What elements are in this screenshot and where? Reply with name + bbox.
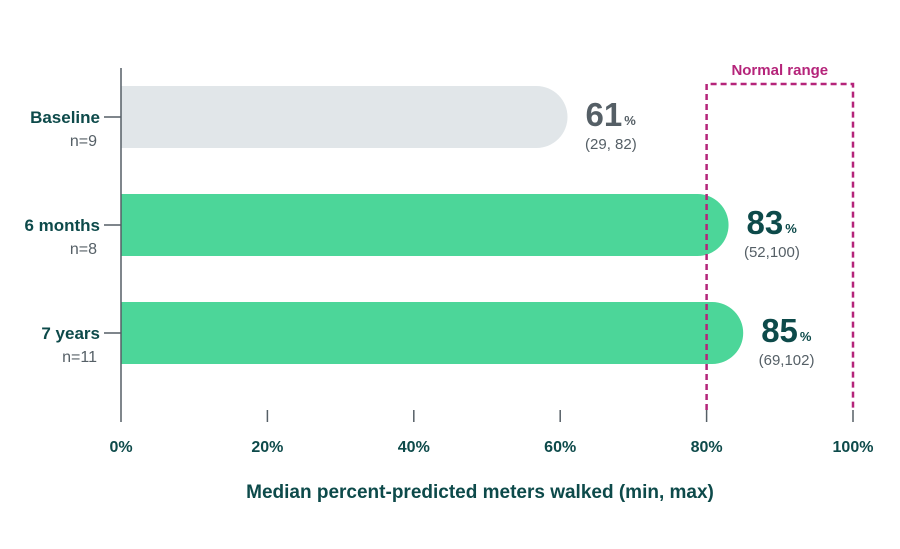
x-tick-label: 20%	[251, 439, 283, 456]
value-unit: %	[800, 329, 812, 344]
x-tick-label: 0%	[109, 439, 132, 456]
bar-6-months	[121, 194, 729, 256]
normal-range-box	[705, 82, 855, 410]
category-label: Baseline	[30, 108, 100, 127]
value-unit: %	[785, 221, 797, 236]
bar-baseline	[121, 86, 568, 148]
value-label: 85	[761, 312, 798, 349]
x-axis-title: Median percent-predicted meters walked (…	[246, 482, 714, 503]
labels-layer: 61 % (29, 82) Baseline n=9 83 % (52,100) 6 month…	[24, 96, 873, 456]
normal-range-label: Normal range	[731, 62, 828, 79]
category-label: 6 months	[24, 216, 100, 235]
category-sample-size: n=9	[70, 133, 97, 150]
category-sample-size: n=11	[62, 349, 97, 366]
value-range: (52,100)	[744, 244, 800, 261]
value-label: 83	[747, 204, 784, 241]
value-range: (29, 82)	[585, 136, 637, 153]
value-range: (69,102)	[759, 352, 815, 369]
value-unit: %	[624, 113, 636, 128]
value-label: 61	[586, 96, 623, 133]
x-tick-label: 40%	[398, 439, 430, 456]
x-tick-label: 60%	[544, 439, 576, 456]
axes-layer: Normal range	[104, 62, 855, 422]
category-sample-size: n=8	[70, 241, 97, 258]
bar-7-years	[121, 302, 744, 364]
x-tick-label: 100%	[833, 439, 874, 456]
x-tick-label: 80%	[691, 439, 723, 456]
category-label: 7 years	[41, 324, 100, 343]
bars-layer	[121, 86, 744, 364]
